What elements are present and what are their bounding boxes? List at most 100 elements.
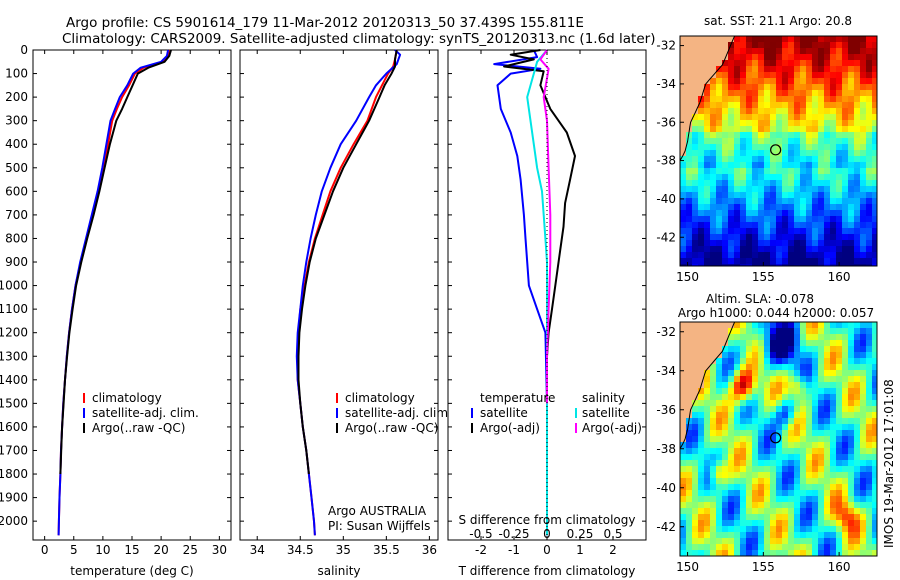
sla_map-cell (812, 382, 819, 389)
sst_map-cell (872, 204, 877, 211)
sla_map-cell (788, 526, 795, 533)
sst_map-cell (800, 84, 807, 91)
sla_map-cell (848, 508, 855, 515)
sst_map-cell (722, 216, 729, 223)
sla_map-cell (866, 526, 873, 533)
sst_map-cell (866, 120, 873, 127)
sst_map-cell (830, 222, 837, 229)
sst_map-cell (710, 162, 717, 169)
sla_map-cell (704, 358, 711, 365)
sla_map-cell (740, 346, 747, 353)
sla_map-cell (866, 388, 873, 395)
sst_map-cell (686, 42, 693, 49)
sst_map-ytick-label: -34 (656, 77, 676, 91)
sst_map-cell (716, 150, 723, 157)
sst_map-cell (770, 36, 777, 43)
sst_map-cell (830, 258, 837, 265)
sla_map-cell (782, 346, 789, 353)
sla_map-cell (734, 430, 741, 437)
sst_map-cell (812, 36, 819, 43)
sst_map-cell (800, 246, 807, 253)
sst_map-cell (830, 84, 837, 91)
sst_map-cell (842, 90, 849, 97)
sst_map-cell (860, 234, 867, 241)
sla_map-cell (794, 382, 801, 389)
sst_map-cell (860, 78, 867, 85)
sst_map-cell (806, 84, 813, 91)
sst_map-cell (842, 144, 849, 151)
sst_map-cell (722, 108, 729, 115)
sst_map-cell (782, 210, 789, 217)
sla_map-cell (746, 418, 753, 425)
sst_map-cell (872, 216, 877, 223)
sla_map-cell (782, 526, 789, 533)
sst_map-cell (746, 54, 753, 61)
sst_map-cell (860, 204, 867, 211)
sla_map-cell (818, 400, 825, 407)
sla_map-cell (764, 496, 771, 503)
sst_map-cell (806, 228, 813, 235)
sst_map-cell (764, 144, 771, 151)
sla_map-cell (710, 454, 717, 461)
sst_map-cell (812, 108, 819, 115)
sst_map-cell (698, 54, 705, 61)
sla_map-cell (848, 448, 855, 455)
sst_map-cell (830, 156, 837, 163)
sst_map-cell (836, 78, 843, 85)
sla_map-cell (854, 334, 861, 341)
sla_map-cell (710, 490, 717, 497)
sst_map-cell (752, 48, 759, 55)
sla_map-cell (860, 340, 867, 347)
sst_map-cell (836, 144, 843, 151)
sst_map-cell (752, 138, 759, 145)
sst_map-cell (704, 216, 711, 223)
sst_map-cell (770, 42, 777, 49)
sst_map-cell (776, 210, 783, 217)
sla_map-cell (716, 370, 723, 377)
sst_map-cell (704, 252, 711, 259)
sla_map-cell (806, 532, 813, 539)
sst_map-cell (698, 72, 705, 79)
sst_map-cell (776, 36, 783, 43)
sla_map-cell (812, 436, 819, 443)
sla_map-cell (752, 550, 759, 556)
difference-xtick-label: -2 (475, 543, 487, 557)
sst_map-cell (836, 102, 843, 109)
sst_map-cell (740, 216, 747, 223)
sla_map-cell (848, 424, 855, 431)
sla_map-cell (680, 544, 687, 551)
sla_map-cell (692, 370, 699, 377)
sst_map-cell (788, 168, 795, 175)
sst_map-cell (794, 192, 801, 199)
sst_map-cell (710, 84, 717, 91)
sst_map-cell (842, 264, 849, 266)
sla_map-cell (860, 346, 867, 353)
sst_map-cell (710, 54, 717, 61)
sst_map-cell (698, 240, 705, 247)
sst_map-cell (854, 198, 861, 205)
sla_map-cell (830, 334, 837, 341)
sla_map-cell (848, 496, 855, 503)
sla_map-cell (686, 370, 693, 377)
sla_map-cell (770, 472, 777, 479)
sla_map-cell (824, 412, 831, 419)
sst_map-cell (680, 120, 687, 127)
sla_map-cell (800, 424, 807, 431)
sla_map-cell (746, 400, 753, 407)
sst_map-cell (716, 246, 723, 253)
sla_map-cell (716, 460, 723, 467)
sla_map-cell (746, 538, 753, 545)
sst_map-cell (734, 174, 741, 181)
sla_map-cell (722, 400, 729, 407)
salinity-legend-label: Argo(..raw -QC) (345, 421, 438, 435)
sla_map-cell (860, 442, 867, 449)
sst_map-cell (866, 246, 873, 253)
sst_map-cell (740, 108, 747, 115)
sla_map-cell (806, 376, 813, 383)
sla_map-cell (842, 418, 849, 425)
sst_map-cell (806, 252, 813, 259)
sst_map-cell (680, 72, 687, 79)
sst_map-cell (836, 54, 843, 61)
sla_map-cell (758, 544, 765, 551)
